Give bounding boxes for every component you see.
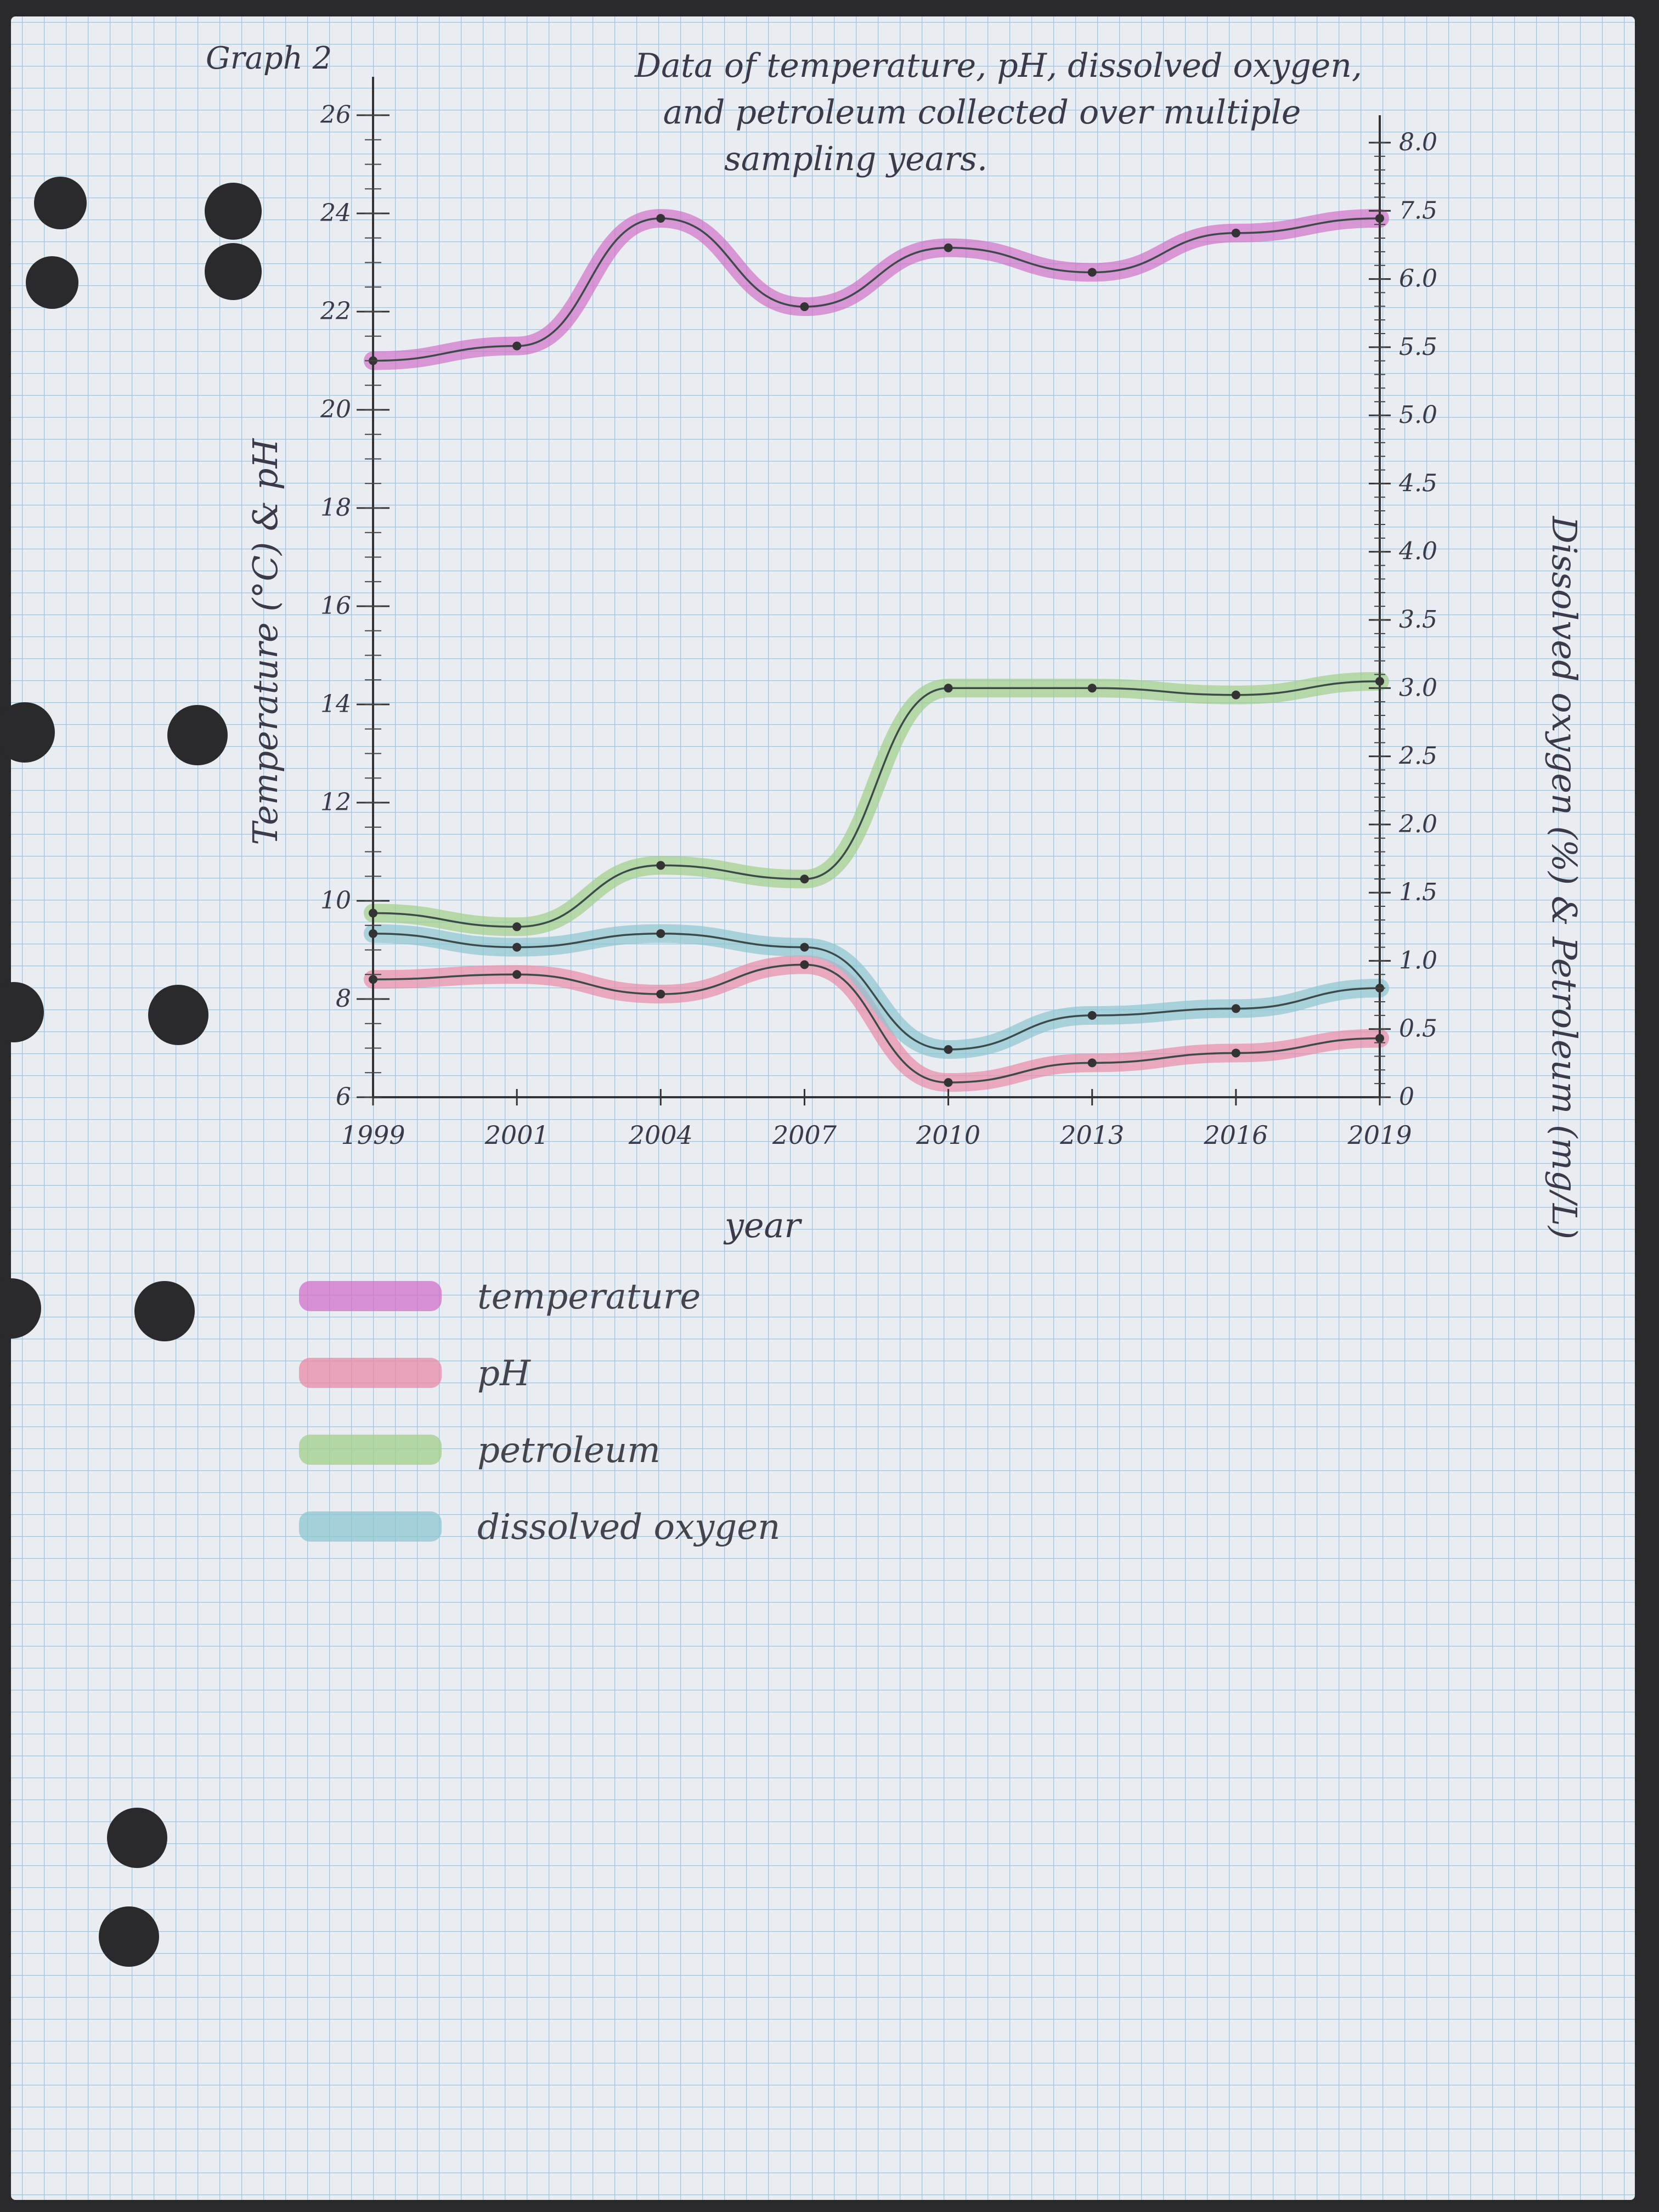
temperature-point <box>512 341 522 351</box>
legend-swatch-temperature <box>299 1281 442 1311</box>
left-tick-label: 26 <box>320 101 351 129</box>
temperature-point <box>800 302 809 312</box>
series-points <box>369 213 1384 1087</box>
chart-title: Data of temperature, pH, dissolved oxyge… <box>634 47 1362 178</box>
left-tick-label: 10 <box>320 887 351 915</box>
binder-hole <box>167 705 228 765</box>
x-tick-label: 2007 <box>772 1120 837 1150</box>
binder-hole <box>134 1281 195 1341</box>
dissolved-oxygen-point <box>1087 1011 1097 1020</box>
dissolved-oxygen-point <box>800 943 809 952</box>
left-tick-label: 14 <box>320 690 351 718</box>
dissolved-oxygen-point <box>512 943 522 952</box>
temperature-line <box>373 217 1380 362</box>
chart-title-line-1: Data of temperature, pH, dissolved oxyge… <box>634 47 1362 85</box>
x-tick-label: 2004 <box>628 1120 693 1150</box>
y-axis-label-right: Dissolved oxygen (%) & Petroleum (mg/L) <box>1544 516 1584 1239</box>
x-tick-label: 2001 <box>484 1120 549 1150</box>
chart-title-line-2: and petroleum collected over multiple <box>663 93 1301 132</box>
legend-label-temperature: temperature <box>477 1277 701 1317</box>
right-tick-label: 5.5 <box>1399 333 1437 361</box>
x-tick-label: 2016 <box>1203 1120 1268 1150</box>
x-tick-label: 2013 <box>1059 1120 1124 1150</box>
petroleum-line <box>373 680 1380 928</box>
binder-hole <box>0 702 55 763</box>
x-tick-label: 2019 <box>1347 1120 1412 1150</box>
x-tick-label: 2010 <box>916 1120 980 1150</box>
petroleum-point <box>944 684 953 693</box>
binder-hole <box>148 985 208 1045</box>
series-lines <box>373 217 1380 1084</box>
left-axis-ticks: 6 8 10 12 14 16 18 20 22 24 26 <box>320 101 390 1111</box>
right-tick-label: 1.5 <box>1399 878 1437 906</box>
petroleum-point <box>800 874 809 884</box>
right-tick-label: 2.0 <box>1398 810 1437 838</box>
right-tick-label: 8.0 <box>1399 128 1437 156</box>
legend: temperature pH petroleum dissolved oxygen <box>299 1277 780 1548</box>
right-tick-label: 6.0 <box>1399 265 1437 293</box>
x-tick-label: 1999 <box>341 1120 405 1150</box>
binder-hole <box>26 256 78 309</box>
binder-hole <box>205 243 262 300</box>
petroleum-point <box>1087 684 1097 693</box>
dissolved-oxygen-point <box>656 929 665 938</box>
binder-hole <box>0 1278 41 1339</box>
grid-lines <box>11 16 1635 2200</box>
ph-point <box>656 990 665 999</box>
legend-label-dissolved-oxygen: dissolved oxygen <box>477 1507 780 1548</box>
binder-holes <box>0 177 262 1967</box>
binder-hole <box>0 982 44 1042</box>
right-tick-label: 3.0 <box>1399 674 1437 702</box>
legend-swatch-ph <box>299 1358 442 1388</box>
right-tick-label: 0.5 <box>1399 1015 1437 1043</box>
left-tick-label: 8 <box>336 985 351 1013</box>
dissolved-oxygen-line <box>373 932 1380 1051</box>
left-tick-label: 12 <box>320 788 351 816</box>
right-tick-label: 5.0 <box>1399 401 1437 429</box>
left-tick-label: 20 <box>320 396 351 424</box>
legend-swatch-dissolved-oxygen <box>299 1511 442 1542</box>
legend-label-ph: pH <box>477 1353 531 1394</box>
binder-hole <box>205 183 262 240</box>
ph-point <box>944 1078 953 1087</box>
temperature-point <box>944 243 953 252</box>
right-tick-label: 1.0 <box>1399 946 1437 974</box>
ph-point <box>800 960 809 969</box>
graph-label: Graph 2 <box>206 41 332 76</box>
x-axis-ticks: 1999 2001 2004 2007 2010 2013 2016 2019 <box>341 1089 1412 1150</box>
binder-hole <box>107 1808 167 1868</box>
right-tick-label: 2.5 <box>1398 742 1437 770</box>
temperature-point <box>1231 228 1240 238</box>
dissolved-oxygen-point <box>1231 1004 1240 1013</box>
binder-hole <box>99 1906 159 1967</box>
petroleum-point <box>512 922 522 932</box>
ph-point <box>1087 1058 1097 1068</box>
ph-point <box>1231 1048 1240 1058</box>
dissolved-oxygen-point <box>944 1045 953 1054</box>
right-axis-ticks: 0 0.5 1.0 1.5 2.0 2.5 3.0 3.5 4.0 4.5 5.0 5.5 6.0 7.5… <box>1369 128 1437 1111</box>
x-axis-label: year <box>723 1205 803 1245</box>
left-tick-label: 6 <box>336 1083 351 1111</box>
right-tick-label: 4.0 <box>1398 538 1437 566</box>
right-tick-label: 0 <box>1399 1083 1414 1111</box>
left-tick-label: 18 <box>320 494 351 522</box>
temperature-point <box>656 213 665 223</box>
left-tick-label: 24 <box>320 199 351 227</box>
legend-swatch-petroleum <box>299 1435 442 1465</box>
right-tick-label: 3.5 <box>1399 606 1437 634</box>
chart-title-line-3: sampling years. <box>724 140 988 178</box>
left-tick-label: 16 <box>320 592 351 620</box>
binder-hole <box>34 177 87 229</box>
petroleum-point <box>1231 690 1240 699</box>
ph-point <box>512 970 522 979</box>
temperature-point <box>1087 268 1097 277</box>
right-tick-label: 4.5 <box>1398 469 1437 497</box>
left-tick-label: 22 <box>320 297 351 325</box>
legend-label-petroleum: petroleum <box>477 1430 661 1471</box>
ph-line <box>373 963 1380 1084</box>
right-tick-label: 7.5 <box>1399 196 1437 224</box>
petroleum-point <box>656 861 665 870</box>
y-axis-label-left: Temperature (°C) & pH <box>245 438 285 845</box>
